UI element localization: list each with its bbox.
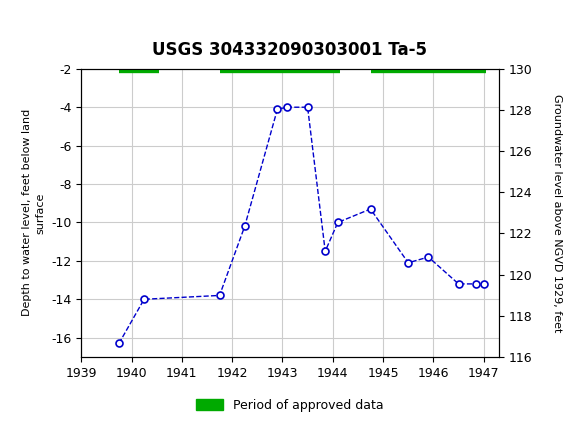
Y-axis label: Groundwater level above NGVD 1929, feet: Groundwater level above NGVD 1929, feet: [552, 94, 561, 332]
Y-axis label: Depth to water level, feet below land
surface: Depth to water level, feet below land su…: [23, 109, 46, 316]
Legend: Period of approved data: Period of approved data: [191, 394, 389, 417]
Text: USGS 304332090303001 Ta-5: USGS 304332090303001 Ta-5: [153, 41, 427, 59]
Text: ≡USGS: ≡USGS: [9, 16, 90, 36]
